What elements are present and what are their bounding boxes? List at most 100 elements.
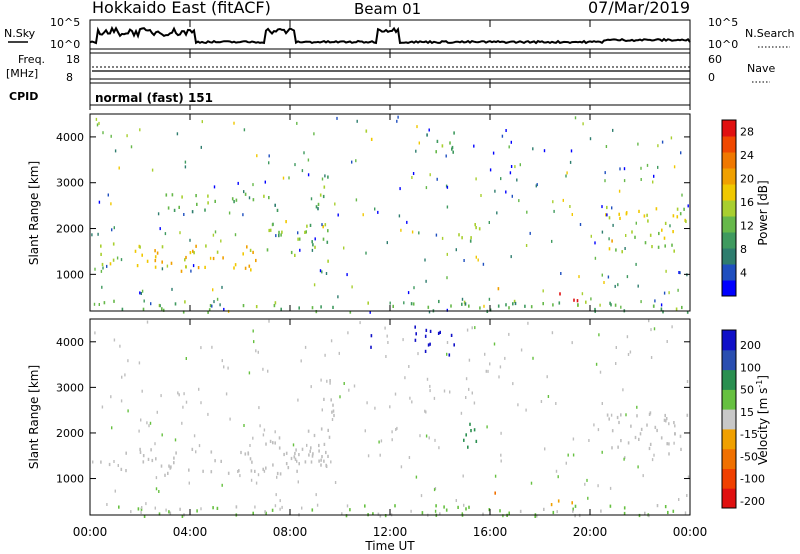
echo-cell [183,392,185,396]
echo-cell [304,460,307,464]
colorbar-segment [722,152,736,169]
echo-cell [181,195,183,199]
echo-cell [155,476,158,480]
echo-cell [501,134,504,138]
echo-cell [192,249,194,253]
echo-cell [616,415,619,420]
echo-cell [207,194,209,198]
echo-cell [239,474,241,478]
echo-cell [433,488,436,492]
echo-cell [463,438,465,442]
echo-cell [192,264,195,268]
colorbar-segment [722,468,736,489]
velocity-colorbar: 200 100 50 15 -15 -50 -100 -200 [721,329,765,509]
echo-cell [467,445,469,449]
echo-cell [330,339,333,343]
echo-cell [674,424,676,428]
echo-cell [524,304,526,308]
colorbar-tick-label: 4 [740,267,747,280]
echo-cell [301,506,303,510]
echo-cell [594,241,596,245]
echo-cell [449,141,451,145]
echo-cell [110,395,112,399]
echo-cell [475,255,477,259]
echo-cell [673,165,676,169]
echo-cell [462,474,464,478]
echo-cell [255,258,257,263]
echo-cell [139,291,141,295]
echo-cell [532,147,534,151]
echo-cell [216,250,219,254]
echo-cell [681,193,683,197]
echo-cell [463,259,465,262]
echo-cell [184,300,186,304]
echo-cell [307,173,310,177]
power-panel-frame [89,113,691,312]
echo-cell [446,308,448,312]
echo-cell [235,505,238,509]
echo-cell [314,245,316,249]
echo-cell [436,139,439,143]
echo-cell [93,302,96,306]
echo-cell [317,207,319,211]
echo-cell [642,474,644,478]
echo-cell [453,131,455,135]
echo-cell [268,228,270,233]
echo-cell [482,262,485,266]
echo-cell [118,505,120,509]
echo-cell [646,163,649,167]
echo-cell [571,213,573,216]
echo-cell [138,361,141,365]
echo-cell [584,482,586,486]
echo-cell [243,128,246,132]
echo-cell [154,265,157,269]
echo-cell [455,248,457,252]
echo-cell [634,435,637,440]
echo-cell [258,406,260,410]
echo-cell [640,427,643,431]
echo-cell [275,234,277,238]
echo-cell [672,214,675,218]
echo-cell [247,452,250,456]
echo-cell [189,238,191,242]
echo-cell [551,239,553,243]
echo-cell [410,302,413,306]
echo-cell [535,514,538,518]
echo-cell [227,366,229,370]
echo-cell [680,151,682,155]
echo-cell [145,502,147,506]
nsearch-label: N.Search [745,27,795,40]
echo-cell [611,206,613,210]
echo-cell [346,273,348,277]
echo-cell [497,287,500,291]
echo-cell [446,205,449,209]
echo-cell [332,305,334,309]
echo-cell [147,457,150,461]
colorbar-segment [722,448,736,469]
echo-cell [370,137,373,141]
echo-cell [318,449,320,453]
echo-cell [201,120,203,124]
echo-cell [296,469,298,473]
echo-cell [164,473,166,477]
nave-tick-top: 60 [708,53,722,66]
colorbar-segment [722,264,736,281]
echo-cell [466,328,469,332]
echo-cell [683,207,685,211]
echo-cell [327,428,329,432]
echo-cell [154,249,156,253]
echo-cell [223,365,225,369]
echo-cell [621,250,623,254]
echo-cell [181,421,183,425]
echo-cell [108,462,111,467]
echo-cell [154,506,156,510]
echo-cell [315,310,318,314]
echo-cell [271,223,274,227]
echo-cell [149,421,152,425]
echo-cell [299,248,301,252]
freq-tick-bottom: 8 [66,71,73,84]
echo-cell [586,478,588,482]
echo-cell [191,210,194,214]
echo-cell [343,246,345,250]
